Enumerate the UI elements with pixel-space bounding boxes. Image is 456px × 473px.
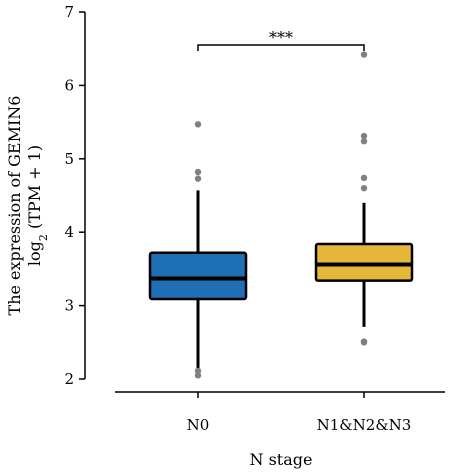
box-iqr (148, 251, 248, 301)
box-0 (148, 121, 248, 379)
significance-label: *** (269, 28, 293, 47)
y-axis-title-line1: The expression of GEMIN6 (5, 96, 24, 316)
outlier-point (194, 372, 202, 379)
x-tick-label: N0 (187, 416, 210, 434)
box-1 (314, 51, 414, 346)
outlier-point (194, 121, 202, 128)
outlier-point (360, 184, 368, 192)
outlier-point (360, 338, 368, 345)
y-tick-label: 7 (64, 3, 74, 21)
y-tick-label: 3 (64, 297, 74, 315)
y-tick-label: 4 (64, 223, 74, 241)
significance-annotation: *** (197, 28, 365, 52)
outlier-point (194, 367, 202, 375)
outlier-point (360, 51, 368, 58)
x-axis: N0 N1&N2&N3 (115, 391, 445, 434)
x-axis-title: N stage (250, 450, 313, 469)
outlier-point (194, 168, 202, 176)
y-tick-label: 2 (64, 370, 74, 388)
x-tick-label: N1&N2&N3 (317, 416, 412, 434)
y-axis: 2 3 4 5 6 7 (64, 3, 86, 388)
significance-bracket (197, 44, 365, 52)
y-tick-label: 5 (64, 150, 74, 168)
outlier-point (360, 132, 368, 140)
outlier-point (360, 174, 368, 182)
y-axis-title-line2: log2 (TPM + 1) (25, 145, 50, 266)
boxes (148, 51, 414, 379)
outlier-point (194, 175, 202, 182)
box-iqr (314, 242, 414, 282)
y-tick-label: 6 (64, 76, 74, 94)
outlier-point (360, 137, 368, 145)
